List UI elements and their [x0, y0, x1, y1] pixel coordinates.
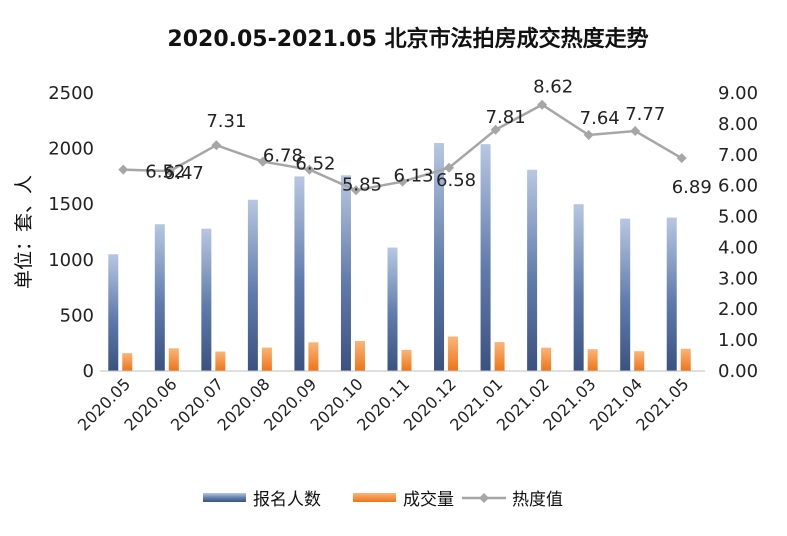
chart-title: 2020.05-2021.05 北京市法拍房成交热度走势	[167, 26, 648, 52]
y-tick-label: 1500	[48, 194, 94, 215]
legend-label-deals: 成交量	[403, 490, 454, 510]
heat-point-2021.03	[583, 130, 594, 141]
heat-point-2020.05	[118, 164, 129, 175]
heat-data-label: 6.58	[436, 170, 476, 191]
y2-tick-label: 3.00	[718, 268, 758, 289]
data-labels: 6.526.477.316.786.525.85 6.13 6.587.818.62…	[145, 77, 712, 198]
y2-tick-label: 2.00	[718, 299, 758, 320]
bar-deals-2020.06	[168, 348, 179, 371]
heat-point-2020.10	[350, 185, 361, 196]
bar-deals-2020.09	[308, 342, 319, 371]
bar-deals-2021.03	[587, 349, 598, 371]
bar-applicants-2020.12	[434, 143, 445, 371]
heat-data-label: 7.81	[486, 107, 526, 128]
legend-swatch-deals	[353, 493, 396, 502]
heat-point-2020.12	[444, 162, 455, 173]
y2-tick-label: 0.00	[718, 361, 758, 382]
y2-tick-label: 7.00	[718, 145, 758, 166]
y-tick-label: 2000	[48, 139, 94, 160]
legend-label-applicants: 报名人数	[253, 490, 321, 510]
legend-swatch-heat-marker	[479, 493, 489, 503]
heat-point-2021.01	[490, 124, 501, 135]
heat-point-2020.08	[257, 156, 268, 167]
bar-deals-2020.10	[354, 340, 365, 371]
bar-deals-2021.04	[634, 351, 645, 371]
heat-point-2020.09	[304, 164, 315, 175]
y-tick-label: 1000	[48, 250, 94, 271]
axes: 0 500 1000 1500 2000 2500 0.00 1.00 2.00 3.00 4.00…	[48, 83, 758, 435]
heat-point-2021.02	[537, 99, 548, 110]
y2-tick-label: 4.00	[718, 237, 758, 258]
bar-deals-2021.01	[494, 342, 505, 371]
heat-point-2020.06	[164, 166, 175, 177]
heat-data-label: 6.89	[672, 177, 712, 198]
heat-data-label: 6.52	[295, 154, 335, 175]
heat-data-label: 6.47	[164, 163, 204, 184]
bar-applicants-2020.06	[154, 224, 165, 371]
heat-data-label: 8.62	[533, 77, 573, 98]
bar-deals-2021.05	[680, 348, 691, 371]
bar-deals-2020.08	[261, 347, 272, 371]
legend-swatch-applicants	[203, 493, 246, 502]
bar-group	[108, 143, 691, 371]
bar-applicants-2021.04	[620, 218, 631, 371]
bar-applicants-2020.10	[340, 175, 351, 371]
heat-data-label: 6.78	[263, 146, 303, 167]
legend-label-heat: 热度值	[512, 490, 563, 510]
bar-deals-2020.11	[401, 349, 412, 371]
heat-data-label: 7.64	[580, 108, 620, 129]
y-axis-label: 单位：套、人	[13, 175, 35, 289]
heat-data-label: 7.31	[206, 111, 246, 132]
bar-applicants-2021.03	[573, 204, 584, 371]
bar-deals-2021.02	[541, 347, 552, 371]
bar-applicants-2021.05	[666, 217, 677, 371]
bar-applicants-2021.01	[480, 144, 491, 371]
heat-data-label: 6.13	[394, 166, 434, 187]
bar-applicants-2020.05	[108, 254, 119, 371]
bar-deals-2020.12	[448, 336, 459, 371]
heat-data-label: 7.77	[625, 104, 665, 125]
heat-point-2021.05	[676, 153, 687, 164]
bar-deals-2020.07	[215, 351, 226, 371]
heat-point-2021.04	[630, 125, 641, 136]
heat-point-2020.11	[397, 176, 408, 187]
y2-tick-label: 8.00	[718, 114, 758, 135]
legend: 报名人数 成交量 热度值	[203, 490, 563, 510]
bar-applicants-2020.09	[294, 176, 305, 371]
bar-deals-2020.05	[122, 353, 133, 371]
bar-applicants-2020.11	[387, 247, 398, 371]
bar-applicants-2021.02	[527, 169, 538, 371]
y2-tick-label: 9.00	[718, 83, 758, 104]
y-tick-label: 0	[83, 361, 94, 382]
bar-applicants-2020.07	[201, 228, 212, 371]
y2-tick-label: 1.00	[718, 330, 758, 351]
heat-point-2020.07	[211, 140, 222, 151]
heat-data-label: 6.52	[145, 162, 185, 183]
heat-data-label: 5.85	[342, 174, 382, 195]
bar-applicants-2020.08	[247, 199, 258, 371]
y2-tick-label: 6.00	[718, 176, 758, 197]
y-tick-label: 2500	[48, 83, 94, 104]
y2-tick-label: 5.00	[718, 207, 758, 228]
y-tick-label: 500	[60, 305, 94, 326]
line-series	[118, 99, 687, 196]
